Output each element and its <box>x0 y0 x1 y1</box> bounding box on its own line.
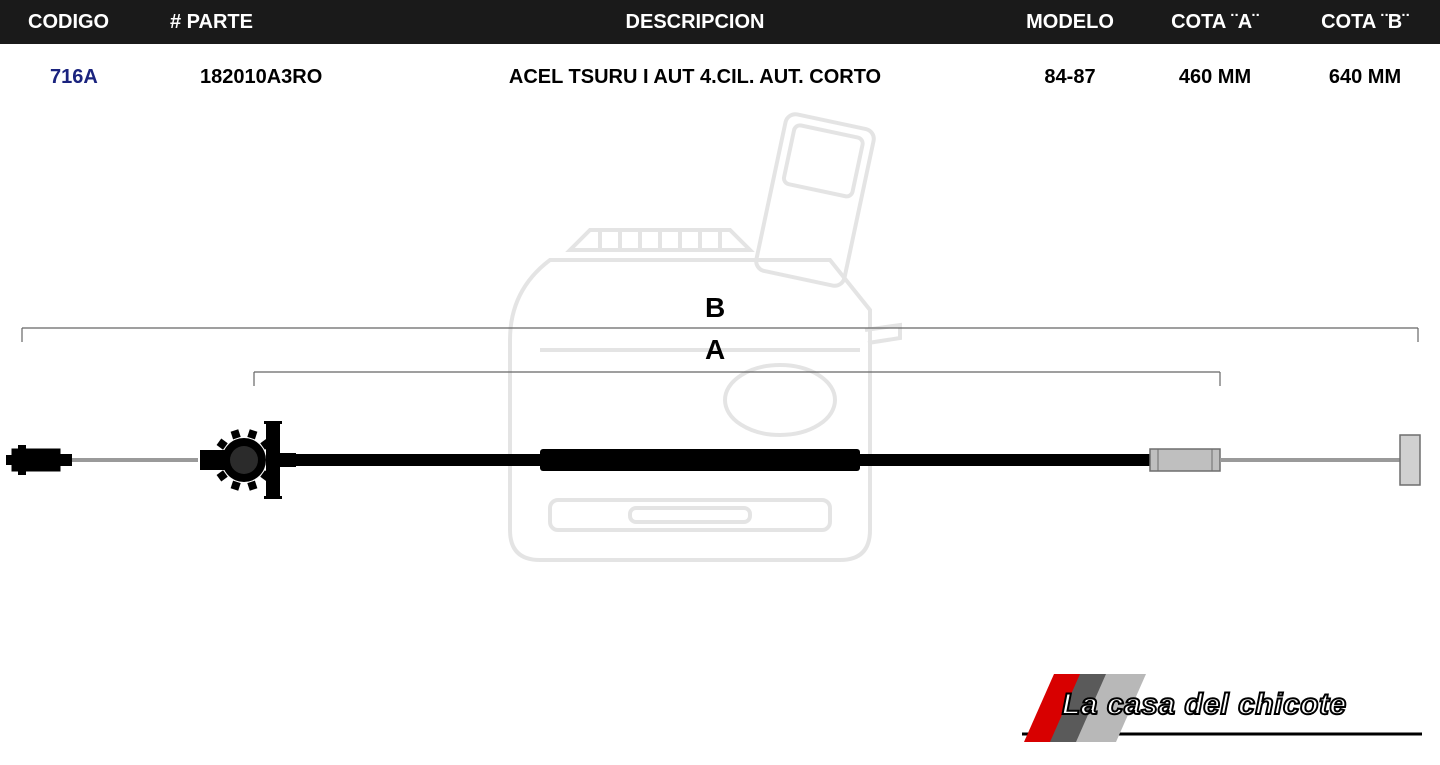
cell-parte: 182010A3RO <box>170 66 390 89</box>
cell-cota-a: 460 MM <box>1140 66 1290 89</box>
header-descripcion: DESCRIPCION <box>390 11 1000 34</box>
cable-diagram: B A <box>0 100 1440 660</box>
cable-svg <box>0 100 1440 660</box>
header-cota-b: COTA ¨B¨ <box>1290 11 1440 34</box>
cell-modelo: 84-87 <box>1000 66 1140 89</box>
cell-codigo: 716A <box>0 66 170 89</box>
header-codigo: CODIGO <box>0 11 170 34</box>
table-header: CODIGO # PARTE DESCRIPCION MODELO COTA ¨… <box>0 0 1440 44</box>
table-row: 716A 182010A3RO ACEL TSURU I AUT 4.CIL. … <box>0 52 1440 102</box>
cell-descripcion: ACEL TSURU I AUT 4.CIL. AUT. CORTO <box>390 66 1000 89</box>
header-modelo: MODELO <box>1000 11 1140 34</box>
header-cota-a: COTA ¨A¨ <box>1140 11 1290 34</box>
brand-logo: La casa del chicote <box>1022 672 1422 747</box>
cell-cota-b: 640 MM <box>1290 66 1440 89</box>
header-parte: # PARTE <box>170 11 390 34</box>
logo-text: La casa del chicote <box>1062 688 1347 722</box>
